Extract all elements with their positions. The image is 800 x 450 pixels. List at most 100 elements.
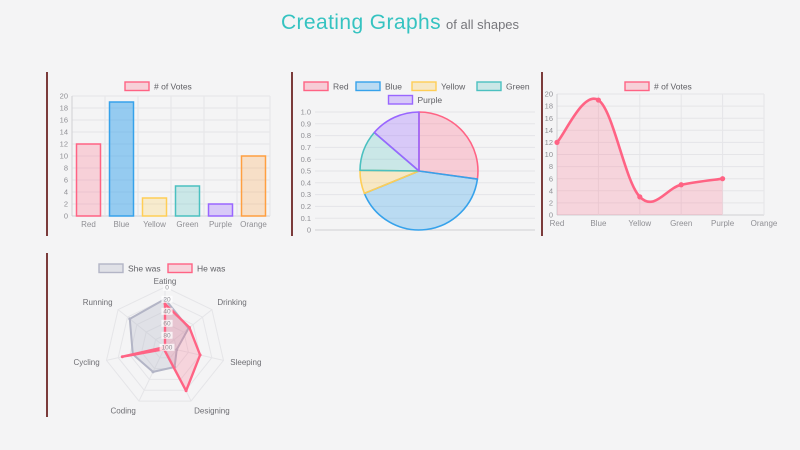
line-point-yellow[interactable] — [637, 194, 643, 200]
svg-text:16: 16 — [60, 116, 68, 125]
svg-text:0.5: 0.5 — [301, 167, 311, 176]
legend-item-green[interactable]: Green — [476, 81, 530, 91]
svg-text:Blue: Blue — [385, 81, 402, 91]
legend-item-yellow[interactable]: Yellow — [411, 81, 466, 91]
svg-text:Purple: Purple — [711, 219, 735, 228]
svg-text:Eating: Eating — [154, 277, 177, 286]
svg-text:100: 100 — [162, 344, 173, 351]
line-point-red[interactable] — [554, 139, 560, 145]
svg-text:Designing: Designing — [194, 406, 230, 415]
svg-text:0.7: 0.7 — [301, 143, 311, 152]
bar-purple[interactable] — [207, 203, 234, 217]
bar-blue[interactable] — [108, 101, 135, 217]
svg-text:# of Votes: # of Votes — [154, 81, 192, 91]
svg-text:0.2: 0.2 — [301, 202, 311, 211]
svg-text:Yellow: Yellow — [441, 81, 466, 91]
pie-grid: 1.0 0.9 0.8 0.7 0.6 0.5 0.4 0.3 0.2 0.1 0 — [301, 108, 535, 235]
bar-green[interactable] — [174, 185, 201, 217]
svg-text:18: 18 — [545, 102, 553, 111]
line-chart-canvas[interactable]: 0 2 4 6 8 10 12 14 16 18 20 Red Blue Yellow Green Purpl… — [543, 72, 779, 236]
svg-text:6: 6 — [549, 174, 553, 183]
legend-item-of-votes[interactable]: # of Votes — [124, 81, 192, 91]
svg-text:0.9: 0.9 — [301, 119, 311, 128]
legend-item-she-was[interactable]: She was — [98, 263, 161, 273]
svg-text:6: 6 — [64, 176, 68, 185]
svg-text:0: 0 — [549, 211, 553, 220]
svg-text:0.1: 0.1 — [301, 214, 311, 223]
bar-chart-canvas[interactable]: 0 2 4 6 8 10 12 14 16 18 20 Red Blue Yellow Green Purpl… — [48, 72, 274, 236]
svg-text:He was: He was — [197, 263, 225, 273]
svg-text:10: 10 — [545, 150, 553, 159]
legend-item-of-votes[interactable]: # of Votes — [624, 81, 692, 91]
svg-text:8: 8 — [64, 164, 68, 173]
page-header: Creating Graphs of all shapes — [0, 11, 800, 35]
svg-text:Green: Green — [506, 81, 530, 91]
svg-text:Red: Red — [81, 220, 96, 229]
svg-text:1.0: 1.0 — [301, 108, 311, 117]
legend-item-purple[interactable]: Purple — [387, 94, 443, 105]
pie-slice-purple[interactable] — [373, 111, 420, 172]
svg-text:20: 20 — [60, 92, 68, 101]
svg-text:Coding: Coding — [111, 406, 136, 415]
page-subtitle: of all shapes — [446, 17, 520, 32]
page-title: Creating Graphs — [280, 11, 442, 34]
line-series[interactable] — [554, 97, 726, 215]
bar-red[interactable] — [75, 143, 102, 217]
line-point-blue[interactable] — [595, 97, 601, 103]
svg-text:Blue: Blue — [113, 220, 130, 229]
svg-text:4: 4 — [549, 186, 553, 195]
svg-text:14: 14 — [545, 126, 553, 135]
svg-text:Sleeping: Sleeping — [230, 358, 261, 367]
svg-text:Blue: Blue — [590, 219, 607, 228]
svg-text:18: 18 — [60, 104, 68, 113]
line-path — [555, 97, 723, 204]
line-x-labels: Red Blue Yellow Green Purple Orange — [550, 219, 778, 228]
svg-text:20: 20 — [163, 296, 171, 303]
svg-text:Orange: Orange — [240, 220, 267, 229]
bar-orange[interactable] — [240, 155, 267, 217]
svg-text:Purple: Purple — [209, 220, 233, 229]
svg-text:0: 0 — [165, 284, 169, 291]
svg-text:40: 40 — [163, 308, 171, 315]
svg-text:# of Votes: # of Votes — [654, 81, 692, 91]
svg-text:Drinking: Drinking — [217, 298, 246, 307]
legend-item-he-was[interactable]: He was — [167, 263, 225, 273]
pie-chart-canvas[interactable]: 1.0 0.9 0.8 0.7 0.6 0.5 0.4 0.3 0.2 0.1 0 Red Blue Ye… — [293, 72, 539, 236]
svg-text:10: 10 — [60, 152, 68, 161]
svg-text:Cycling: Cycling — [73, 358, 99, 367]
svg-text:0.3: 0.3 — [301, 190, 311, 199]
bar-x-labels: Red Blue Yellow Green Purple Orange — [81, 220, 267, 229]
svg-text:0.8: 0.8 — [301, 131, 311, 140]
svg-text:0.4: 0.4 — [301, 178, 311, 187]
bar-series[interactable] — [75, 101, 267, 217]
svg-text:Running: Running — [83, 298, 113, 307]
svg-text:Green: Green — [176, 220, 198, 229]
radar-axis-labels: Eating Drinking Sleeping Designing Coding Cyc… — [73, 277, 261, 415]
pie-slice-red[interactable] — [418, 111, 479, 180]
svg-text:0: 0 — [64, 212, 68, 221]
line-point-purple[interactable] — [720, 176, 726, 182]
radar-chart-panel: 0 20 40 60 80 100 Eating Drinking Sleeping Design… — [46, 253, 274, 417]
svg-text:Green: Green — [670, 219, 692, 228]
svg-text:0.6: 0.6 — [301, 155, 311, 164]
bar-yellow[interactable] — [141, 197, 168, 217]
pie-chart-panel: 1.0 0.9 0.8 0.7 0.6 0.5 0.4 0.3 0.2 0.1 0 Red Blue Ye… — [291, 72, 539, 236]
svg-text:12: 12 — [60, 140, 68, 149]
svg-text:Purple: Purple — [418, 95, 443, 105]
svg-text:16: 16 — [545, 114, 553, 123]
bar-grid: 0 2 4 6 8 10 12 14 16 18 20 — [60, 92, 271, 221]
legend-item-blue[interactable]: Blue — [355, 81, 402, 91]
bar-chart-panel: 0 2 4 6 8 10 12 14 16 18 20 Red Blue Yellow Green Purpl… — [46, 72, 274, 236]
svg-text:Red: Red — [333, 81, 349, 91]
legend-item-red[interactable]: Red — [303, 81, 349, 91]
radar-chart-canvas[interactable]: 0 20 40 60 80 100 Eating Drinking Sleeping Design… — [48, 253, 274, 417]
line-chart-panel: 0 2 4 6 8 10 12 14 16 18 20 Red Blue Yellow Green Purpl… — [541, 72, 779, 236]
line-grid: 0 2 4 6 8 10 12 14 16 18 20 — [545, 90, 765, 220]
pie-slices[interactable] — [359, 111, 479, 231]
svg-text:4: 4 — [64, 188, 68, 197]
pie-slice-blue[interactable] — [363, 170, 479, 231]
svg-text:Orange: Orange — [751, 219, 778, 228]
line-point-green[interactable] — [678, 182, 684, 188]
svg-text:12: 12 — [545, 138, 553, 147]
svg-text:80: 80 — [163, 332, 171, 339]
